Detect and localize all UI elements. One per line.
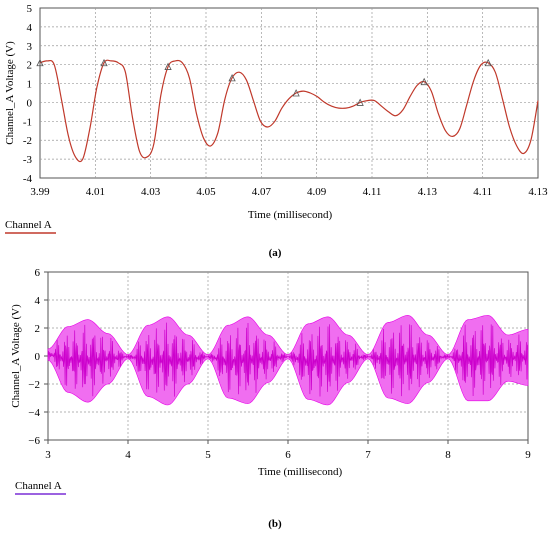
y-tick-label: 0 bbox=[35, 351, 41, 363]
x-axis-label-a: Time (millisecond) bbox=[248, 209, 333, 221]
x-tick-label: 4.01 bbox=[86, 186, 105, 198]
x-tick-label: 5 bbox=[205, 449, 211, 461]
legend-label-b: Channel A bbox=[15, 480, 62, 492]
ticks-a: 3.99 4.01 4.03 4.05 4.07 4.09 4.11 4.13 4.11 4.13… bbox=[23, 3, 548, 198]
x-tick-label: 4.11 bbox=[473, 186, 492, 198]
y-tick-label: -3 bbox=[23, 154, 33, 166]
x-axis-label-b: Time (millisecond) bbox=[258, 466, 343, 478]
data-marker bbox=[292, 89, 300, 97]
y-tick-label: 3 bbox=[27, 41, 33, 53]
y-tick-label: 1 bbox=[27, 79, 33, 91]
y-tick-label: 4 bbox=[27, 22, 33, 34]
y-tick-label: 0 bbox=[27, 97, 33, 109]
x-tick-label: 7 bbox=[365, 449, 371, 461]
data-marker bbox=[36, 58, 44, 67]
markers-a bbox=[36, 58, 492, 106]
x-tick-label: 4 bbox=[125, 449, 131, 461]
data-marker bbox=[164, 62, 172, 70]
ticks-b: 3 4 5 6 7 8 9 6 4 2 0 −2 −4 −6 bbox=[28, 267, 531, 461]
x-tick-label: 3.99 bbox=[30, 186, 50, 198]
y-tick-label: −2 bbox=[28, 379, 40, 391]
x-tick-label: 9 bbox=[525, 449, 531, 461]
y-tick-label: 2 bbox=[27, 60, 33, 72]
grid-a bbox=[40, 8, 538, 178]
data-marker bbox=[228, 73, 236, 82]
chart-panel-a: 3.99 4.01 4.03 4.05 4.07 4.09 4.11 4.13 4.11 4.13… bbox=[4, 3, 548, 259]
y-tick-label: −4 bbox=[28, 407, 40, 419]
series-line-channel-a bbox=[39, 59, 539, 163]
y-tick-label: -4 bbox=[23, 173, 33, 185]
series-oscillation-channel-a bbox=[47, 322, 529, 397]
x-tick-label: 6 bbox=[285, 449, 291, 461]
y-tick-label: -1 bbox=[23, 116, 32, 128]
plot-area-a bbox=[39, 7, 539, 179]
x-tick-label: 8 bbox=[445, 449, 451, 461]
y-tick-label: 5 bbox=[27, 3, 33, 15]
series-envelope-channel-a bbox=[47, 315, 529, 406]
y-tick-label: −6 bbox=[28, 435, 40, 447]
x-tick-label: 4.05 bbox=[196, 186, 216, 198]
data-marker bbox=[356, 98, 364, 106]
y-axis-label-b: Channel_A Voltage (V) bbox=[10, 304, 22, 408]
y-tick-label: 2 bbox=[35, 323, 41, 335]
x-tick-label: 4.13 bbox=[418, 186, 438, 198]
y-tick-label: 4 bbox=[35, 295, 41, 307]
x-tick-label: 4.07 bbox=[252, 186, 272, 198]
data-marker bbox=[420, 77, 428, 86]
panel-label-a: (a) bbox=[269, 247, 282, 259]
x-tick-label: 4.09 bbox=[307, 186, 327, 198]
x-tick-label: 3 bbox=[45, 449, 51, 461]
data-marker bbox=[100, 58, 108, 67]
x-tick-label: 4.03 bbox=[141, 186, 161, 198]
x-tick-label: 4.11 bbox=[363, 186, 382, 198]
y-tick-label: -2 bbox=[23, 135, 32, 147]
x-tick-label: 4.13 bbox=[528, 186, 548, 198]
panel-label-b: (b) bbox=[268, 518, 282, 530]
y-axis-label-a: Channel_A Voltage (V) bbox=[4, 41, 16, 145]
legend-label-a: Channel A bbox=[5, 219, 52, 231]
y-tick-label: 6 bbox=[35, 267, 41, 279]
data-marker bbox=[484, 58, 492, 67]
